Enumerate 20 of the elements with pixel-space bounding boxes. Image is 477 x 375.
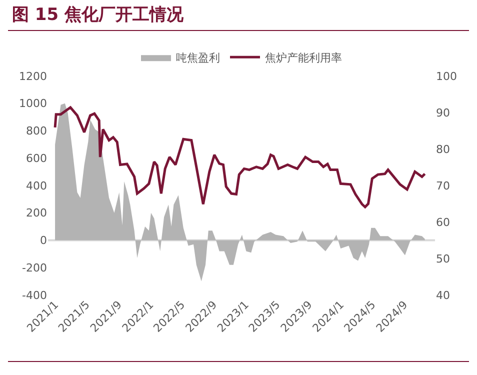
legend-label: 焦炉产能利用率 [265, 51, 342, 64]
y-tick-label: -200 [22, 261, 47, 274]
y-tick-label: 0 [40, 234, 47, 248]
chart-title: 图 15 焦化厂开工情况 [8, 0, 469, 31]
y2-tick-label: 60 [436, 216, 450, 229]
y-tick-label: 1200 [19, 70, 47, 83]
y2-tick-label: 100 [436, 70, 457, 83]
y-tick-label: 1000 [19, 97, 47, 110]
y2-tick-label: 90 [436, 106, 450, 120]
y-tick-label: 800 [26, 124, 47, 138]
y2-tick-label: 50 [436, 252, 450, 266]
y-tick-label: -400 [22, 288, 47, 302]
y2-tick-label: 70 [436, 179, 450, 192]
y2-tick-label: 80 [436, 142, 450, 156]
y-tick-label: 200 [26, 206, 47, 220]
line-series [54, 106, 426, 208]
legend-label: 吨焦盈利 [176, 51, 220, 64]
y-tick-label: 600 [26, 152, 47, 165]
y-tick-label: 400 [26, 179, 47, 192]
y2-tick-label: 40 [436, 288, 450, 302]
